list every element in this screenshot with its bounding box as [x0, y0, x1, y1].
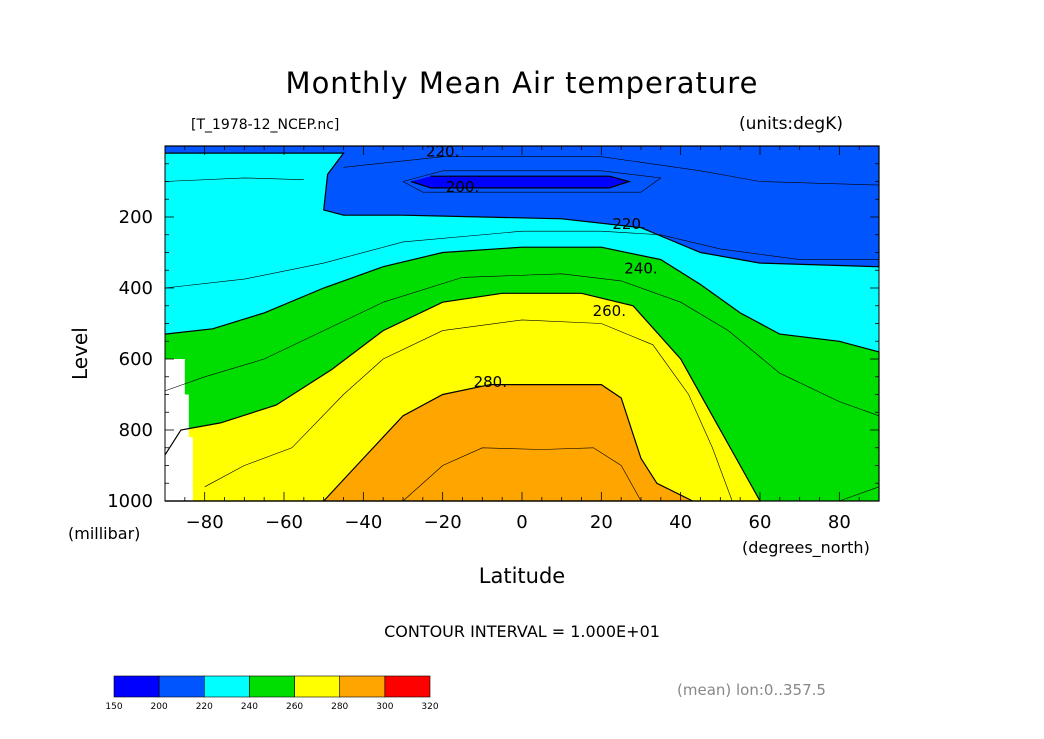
contour-line-warm-280: [323, 384, 693, 502]
x-tick-label: −60: [265, 512, 303, 533]
colorbar-swatch: [158, 675, 205, 698]
contour-line-thin: [839, 486, 880, 502]
band-280-300: [323, 384, 693, 501]
contour-line-low-260: [164, 292, 762, 502]
colorbar-swatch: [203, 675, 250, 698]
contour-line-thin: [402, 447, 642, 502]
band-200-220: [165, 146, 879, 267]
contour-label: 200.: [446, 178, 479, 196]
x-tick-label: 60: [749, 512, 772, 533]
contour-interval-note: CONTOUR INTERVAL = 1.000E+01: [384, 622, 660, 641]
x-tick-label: −20: [424, 512, 462, 533]
chart-title: Monthly Mean Air temperature: [285, 66, 759, 100]
contour-line-thin: [204, 319, 733, 502]
x-tick-label: 20: [590, 512, 613, 533]
contour-label: 240.: [624, 259, 657, 277]
x-tick-label: 40: [669, 512, 692, 533]
colorbar-label: 150: [105, 702, 122, 712]
contour-line-thin: [164, 273, 880, 417]
y-tick-label: 600: [119, 349, 153, 370]
colorbar-label: 320: [421, 702, 438, 712]
colorbar-swatch: [294, 675, 341, 698]
y-tick-label: 800: [119, 420, 153, 441]
colorbar-label: 240: [241, 702, 258, 712]
x-axis-unit: (degrees_north): [742, 538, 870, 557]
contour-line-thin: [343, 156, 880, 186]
colorbar-label: 300: [376, 702, 393, 712]
mean-longitude-note: (mean) lon:0..357.5: [677, 681, 826, 699]
colorbar-swatch: [249, 675, 295, 698]
contour-line-core-200: [410, 175, 632, 189]
colorbar-swatch: [339, 675, 386, 698]
contour-line-thin: [164, 177, 304, 182]
x-tick-label: 80: [828, 512, 851, 533]
contour-label: 260.: [593, 302, 626, 320]
x-tick-label: 0: [516, 512, 527, 533]
y-tick-label: 200: [119, 207, 153, 228]
contour-label: 280.: [474, 373, 507, 391]
contour-line-thin: [164, 230, 879, 289]
x-tick-label: −40: [344, 512, 382, 533]
units-label: (units:degK): [739, 114, 843, 134]
colorbar-label: 220: [196, 702, 213, 712]
contour-line-upper-220: [165, 145, 880, 268]
x-tick-label: −80: [186, 512, 224, 533]
y-tick-label: 1000: [107, 491, 153, 512]
colorbar-swatch: [113, 675, 160, 698]
colorbar-label: 200: [151, 702, 168, 712]
file-label: [T_1978-12_NCEP.nc]: [191, 117, 340, 133]
missing-data-region: [165, 359, 193, 501]
contour-line-mid-240: [164, 246, 880, 502]
y-tick-label: 400: [119, 278, 153, 299]
colorbar-label: 260: [286, 702, 303, 712]
y-axis-unit: (millibar): [68, 524, 141, 543]
contour-line-thin: [402, 170, 662, 193]
contour-label: 220.: [612, 215, 645, 233]
colorbar-swatch: [384, 675, 431, 698]
colorbar-label: 280: [331, 702, 348, 712]
x-axis-label: Latitude: [478, 564, 566, 588]
band-below-200: [410, 176, 630, 188]
